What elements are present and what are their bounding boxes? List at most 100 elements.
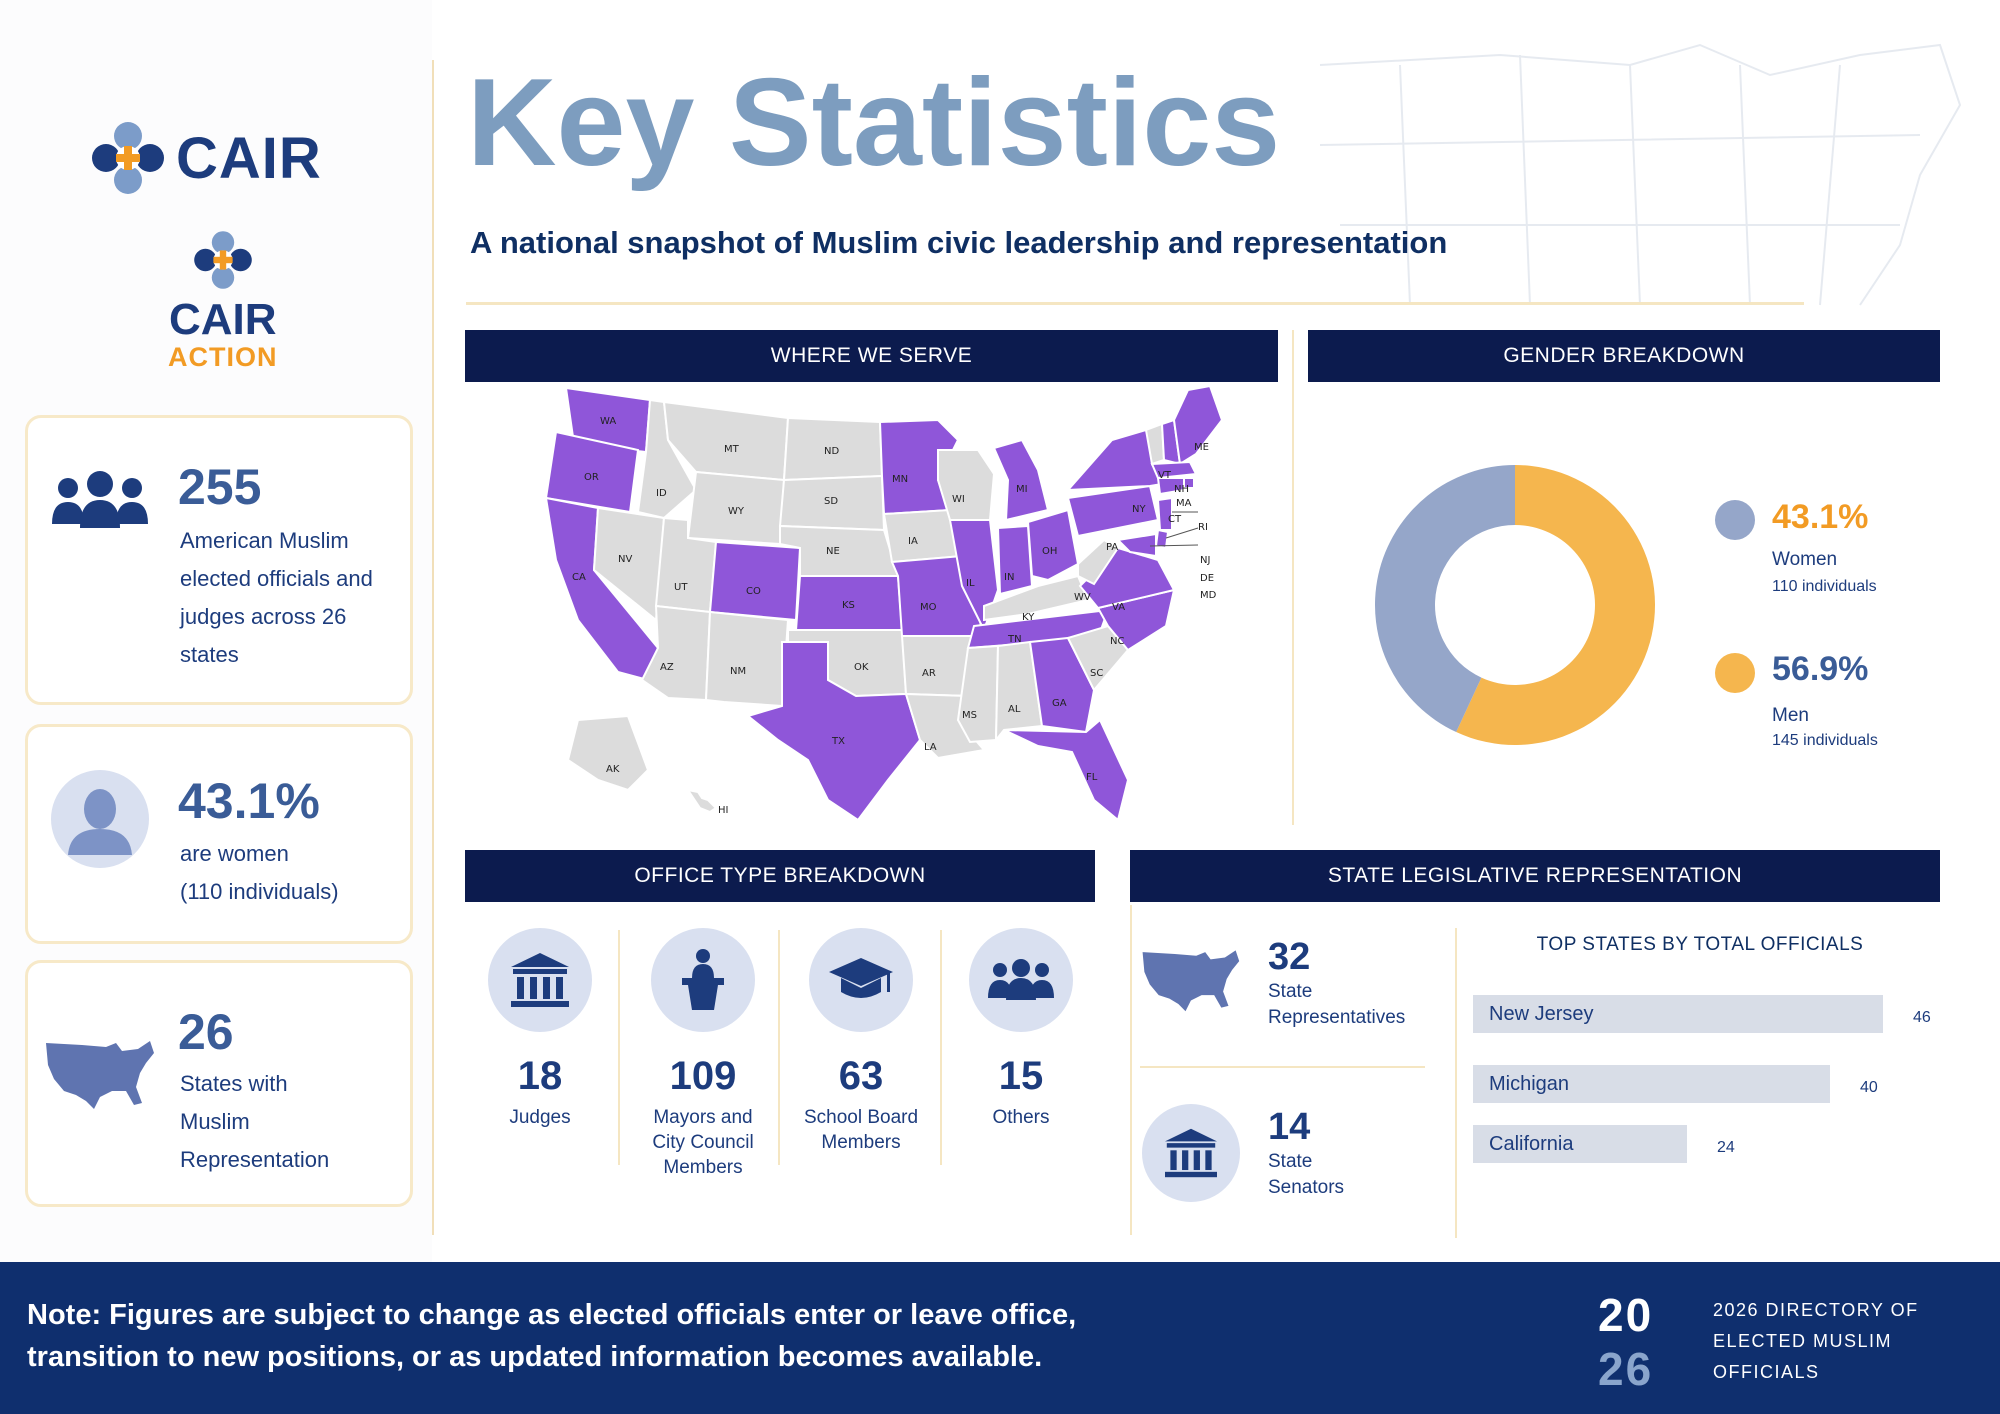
state-HI xyxy=(685,788,718,814)
others-label: Others xyxy=(992,1107,1050,1128)
school-board-label: School Board Members xyxy=(786,1105,936,1155)
cair-action-word: CAIR xyxy=(168,295,277,344)
bar-value-label: 40 xyxy=(1860,1079,1878,1096)
state-FL xyxy=(1003,718,1130,822)
judges-count: 18 xyxy=(517,1054,563,1098)
page-subtitle: A national snapshot of Muslim civic lead… xyxy=(470,225,1448,260)
map-label-VT: VT xyxy=(1158,470,1172,481)
directory-line: ELECTED MUSLIM xyxy=(1713,1331,1893,1351)
map-label-MD: MD xyxy=(1200,590,1217,601)
men-percent-label: 56.9% xyxy=(1772,650,1869,688)
bar-california: California xyxy=(1473,1125,1687,1163)
judges-label: Judges xyxy=(509,1107,571,1128)
map-label-AK: AK xyxy=(606,764,620,775)
year-bottom: 26 xyxy=(1598,1343,1654,1395)
map-label-OR: OR xyxy=(584,472,599,483)
state-TX xyxy=(745,641,922,822)
map-label-HI: HI xyxy=(718,805,728,816)
cair-action-sub: ACTION xyxy=(168,342,278,372)
map-label-KY: KY xyxy=(1022,612,1035,623)
desc-line: (110 individuals) xyxy=(180,879,339,904)
states-count: 26 xyxy=(178,1004,234,1060)
cair-logo: CAIR xyxy=(88,118,322,198)
map-label-CA: CA xyxy=(572,572,586,583)
office-divider xyxy=(940,930,942,1165)
us-map-small-icon xyxy=(1142,950,1240,1012)
senators-count: 14 xyxy=(1268,1106,1311,1148)
label-line: Members xyxy=(821,1132,901,1153)
map-label-WV: WV xyxy=(1074,592,1091,603)
map-label-SC: SC xyxy=(1090,668,1103,679)
state-OH xyxy=(1026,508,1080,582)
map-label-NM: NM xyxy=(730,666,746,677)
representatives-count: 32 xyxy=(1268,936,1311,978)
map-label-NH: NH xyxy=(1174,484,1189,495)
bar-michigan: Michigan xyxy=(1473,1065,1830,1103)
office-divider xyxy=(618,930,620,1165)
map-label-NJ: NJ xyxy=(1200,555,1210,566)
map-label-NV: NV xyxy=(618,554,632,565)
courthouse-icon xyxy=(488,928,592,1032)
bar-chart-title: TOP STATES BY TOTAL OFFICIALS xyxy=(1536,934,1864,955)
bar-new-jersey: New Jersey xyxy=(1473,995,1883,1033)
map-label-NC: NC xyxy=(1110,636,1124,647)
footer-note: Note: Figures are subject to change as e… xyxy=(27,1294,1076,1378)
map-label-KS: KS xyxy=(842,600,855,611)
legislative-chart-divider xyxy=(1455,928,1457,1238)
background-map-graphic xyxy=(1319,43,1962,306)
desc-line: elected officials and xyxy=(180,566,373,591)
map-label-RI: RI xyxy=(1198,522,1208,533)
cair-emblem-icon xyxy=(92,122,164,194)
section-header-office: OFFICE TYPE BREAKDOWN xyxy=(465,850,1095,902)
desc-line: Representation xyxy=(180,1147,330,1172)
cair-action-logo: CAIR ACTION xyxy=(168,228,278,373)
desc-line: are women xyxy=(180,841,289,866)
women-percent: 43.1% xyxy=(178,773,320,829)
stat-card-states: 26 States with Muslim Representation xyxy=(25,960,413,1207)
state-MI xyxy=(992,438,1050,522)
office-type-others: 15 Others xyxy=(946,928,1096,1130)
section-header-legislative: STATE LEGISLATIVE REPRESENTATION xyxy=(1130,850,1940,902)
note-line: Note: Figures are subject to change as e… xyxy=(27,1299,1077,1331)
men-label: Men xyxy=(1772,705,1809,726)
map-label-OH: OH xyxy=(1042,546,1057,557)
label-line: State xyxy=(1268,981,1313,1002)
officials-count: 255 xyxy=(178,459,262,515)
state-MS xyxy=(956,644,1000,744)
map-label-NY: NY xyxy=(1132,504,1146,515)
men-count-label: 145 individuals xyxy=(1772,732,1878,749)
others-count: 15 xyxy=(998,1054,1044,1098)
donut-segment-men xyxy=(1456,465,1655,745)
title-divider xyxy=(466,302,1804,305)
state-AR xyxy=(900,635,974,698)
map-label-IL: IL xyxy=(966,578,975,589)
label-line: Mayors and xyxy=(653,1107,753,1128)
state-MD xyxy=(1115,532,1157,558)
desc-line: American Muslim xyxy=(180,528,349,553)
label-line: State xyxy=(1268,1151,1313,1172)
state-AL xyxy=(994,640,1044,743)
officials-description: American Muslim elected officials and ju… xyxy=(180,522,373,674)
map-label-DE: DE xyxy=(1200,573,1214,584)
section-divider xyxy=(1292,330,1294,825)
map-label-VA: VA xyxy=(1112,602,1125,613)
state-CO xyxy=(708,540,802,622)
map-label-IN: IN xyxy=(1004,572,1014,583)
mayors-label: Mayors and City Council Members xyxy=(628,1105,778,1180)
map-label-AR: AR xyxy=(922,668,936,679)
office-divider xyxy=(778,930,780,1165)
mayors-count: 109 xyxy=(669,1054,737,1098)
gender-donut-chart xyxy=(1375,465,1655,745)
office-type-mayors: 109 Mayors and City Council Members xyxy=(628,928,778,1180)
office-type-school-board: 63 School Board Members xyxy=(786,928,936,1155)
map-label-TN: TN xyxy=(1007,634,1022,645)
state-WI xyxy=(937,449,996,521)
map-label-CO: CO xyxy=(746,586,761,597)
legislative-divider xyxy=(1140,1066,1425,1068)
cair-action-emblem-icon xyxy=(193,231,252,289)
state-CT xyxy=(1156,477,1185,496)
state-NM xyxy=(704,610,790,708)
podium-icon xyxy=(651,928,755,1032)
map-label-UT: UT xyxy=(674,582,688,593)
label-line: Representatives xyxy=(1268,1007,1406,1028)
